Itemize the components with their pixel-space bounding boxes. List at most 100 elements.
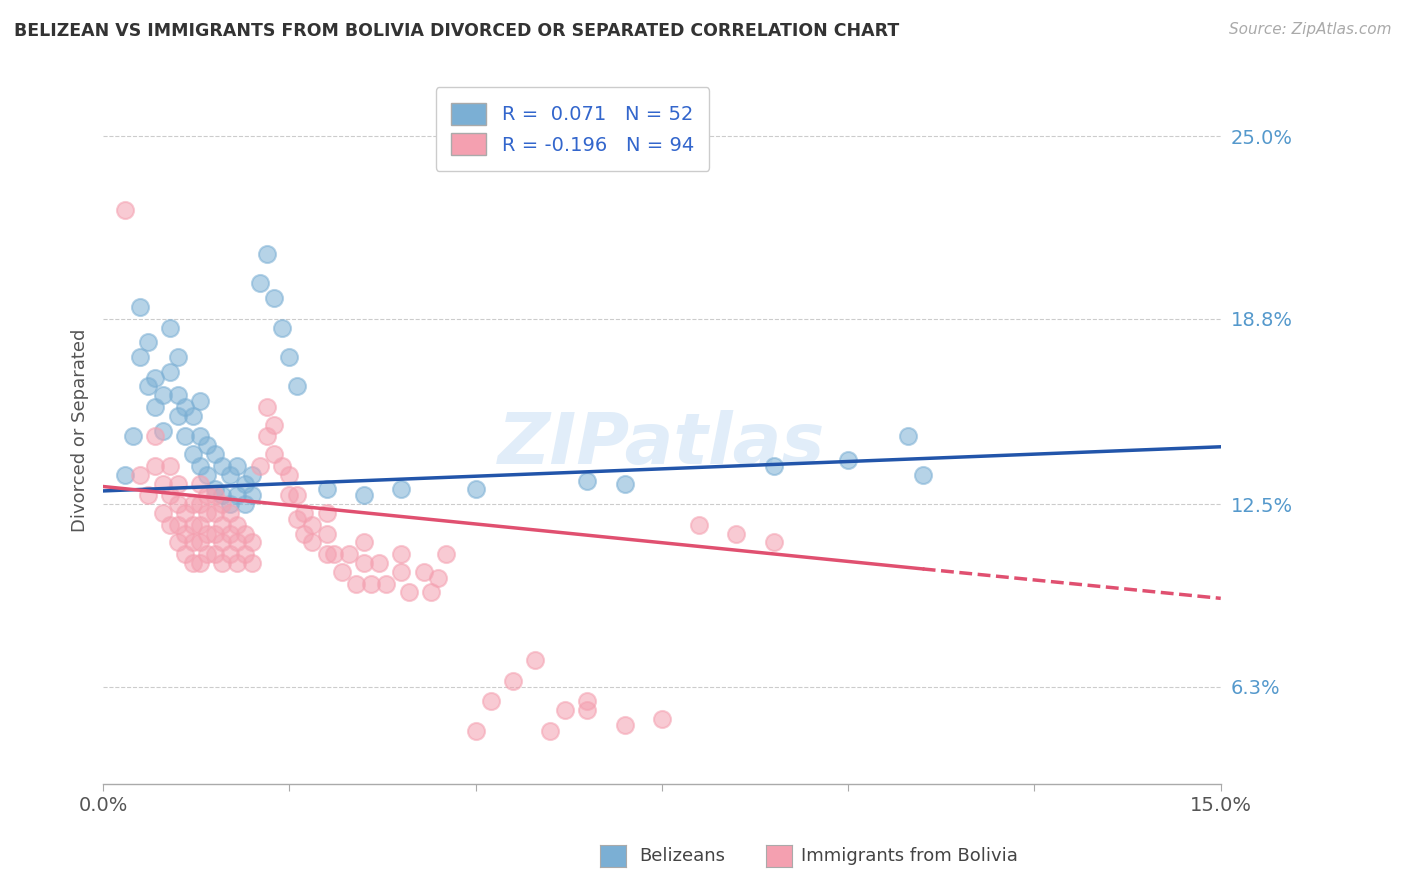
Point (181, 497, 204, 511)
Text: Immigrants from Bolivia: Immigrants from Bolivia (801, 847, 1018, 865)
Point (315, 483, 337, 497)
Point (211, 535, 233, 549)
Point (576, 694, 599, 708)
Point (188, 497, 211, 511)
Point (315, 506, 337, 520)
Point (152, 424, 174, 438)
Point (301, 517, 323, 532)
Point (398, 585, 420, 599)
Point (554, 703, 576, 717)
Point (211, 458, 233, 473)
Point (367, 556, 389, 570)
Point (613, 476, 636, 491)
Point (159, 365, 181, 379)
Point (263, 291, 285, 305)
Point (688, 517, 710, 532)
Point (197, 526, 219, 541)
Point (538, 723, 561, 738)
Point (353, 488, 375, 502)
Y-axis label: Divorced or Separated: Divorced or Separated (72, 329, 89, 533)
Point (211, 556, 233, 570)
Point (204, 526, 226, 541)
Legend: R =  0.071   N = 52, R = -0.196   N = 94: R = 0.071 N = 52, R = -0.196 N = 94 (436, 87, 710, 171)
Point (263, 417, 285, 432)
Point (389, 547, 412, 561)
Point (188, 429, 211, 443)
Point (204, 483, 226, 497)
Point (911, 467, 934, 482)
Point (271, 458, 294, 473)
Point (197, 467, 219, 482)
Point (226, 535, 249, 549)
Point (479, 694, 502, 708)
Point (181, 447, 204, 461)
Point (240, 488, 263, 502)
Point (240, 535, 263, 549)
Point (725, 526, 748, 541)
Point (174, 526, 197, 541)
Point (233, 497, 256, 511)
Point (152, 476, 174, 491)
Point (271, 320, 294, 334)
Point (233, 547, 256, 561)
Point (249, 458, 271, 473)
Point (181, 556, 204, 570)
Point (353, 535, 375, 549)
Point (152, 388, 174, 402)
Point (434, 547, 457, 561)
Point (226, 556, 249, 570)
Point (412, 565, 434, 579)
Point (233, 526, 256, 541)
Point (524, 653, 547, 667)
Point (211, 488, 233, 502)
Point (218, 497, 240, 511)
Point (323, 547, 346, 561)
Point (136, 488, 159, 502)
Point (204, 547, 226, 561)
Point (188, 535, 211, 549)
Point (278, 350, 301, 364)
Point (181, 535, 204, 549)
Point (218, 526, 240, 541)
Point (420, 585, 443, 599)
Point (159, 320, 181, 334)
Point (129, 300, 152, 314)
Point (375, 576, 398, 591)
Point (129, 467, 152, 482)
Point (166, 497, 188, 511)
Point (301, 535, 323, 549)
Point (389, 483, 412, 497)
Point (211, 497, 233, 511)
Point (188, 517, 211, 532)
Point (576, 474, 599, 488)
Point (256, 247, 278, 261)
Point (360, 576, 382, 591)
Point (240, 467, 263, 482)
Point (188, 476, 211, 491)
Point (166, 350, 188, 364)
Point (159, 458, 181, 473)
Point (278, 488, 301, 502)
Point (174, 429, 197, 443)
Point (256, 429, 278, 443)
Point (278, 467, 301, 482)
Point (188, 458, 211, 473)
Point (197, 488, 219, 502)
Point (226, 458, 249, 473)
Point (181, 517, 204, 532)
Point (188, 556, 211, 570)
Text: BELIZEAN VS IMMIGRANTS FROM BOLIVIA DIVORCED OR SEPARATED CORRELATION CHART: BELIZEAN VS IMMIGRANTS FROM BOLIVIA DIVO… (14, 22, 900, 40)
Point (218, 547, 240, 561)
Point (218, 467, 240, 482)
Point (315, 547, 337, 561)
Point (174, 547, 197, 561)
Point (204, 447, 226, 461)
Point (129, 350, 152, 364)
Point (114, 202, 136, 217)
Point (762, 458, 785, 473)
Point (502, 673, 524, 688)
Point (166, 535, 188, 549)
Point (464, 723, 486, 738)
Point (292, 506, 315, 520)
Point (330, 565, 353, 579)
